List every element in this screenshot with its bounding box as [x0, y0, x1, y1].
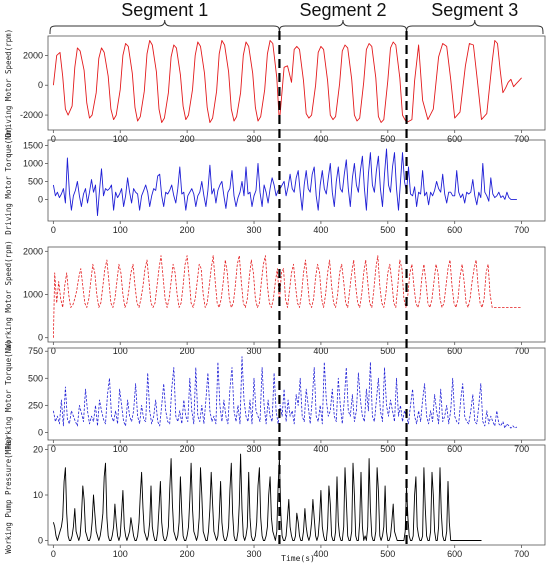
x-tick-label: 600: [447, 549, 462, 559]
x-tick-label: 0: [51, 549, 56, 559]
y-tick-label: 1500: [23, 140, 43, 150]
series-line: [53, 255, 522, 338]
x-tick-label: 100: [113, 346, 128, 356]
segment-label: Segment 3: [431, 0, 518, 20]
segment-bracket: [406, 19, 544, 35]
x-tick-label: 300: [247, 549, 262, 559]
segment-label: Segment 1: [121, 0, 208, 20]
x-tick-label: 600: [447, 346, 462, 356]
x-tick-label: 100: [113, 549, 128, 559]
y-tick-label: 250: [28, 400, 43, 410]
y-tick-label: 0: [38, 427, 43, 437]
x-tick-label: 600: [447, 134, 462, 144]
series-line: [52, 40, 522, 123]
x-tick-label: 300: [247, 444, 262, 454]
panel-frame: [47, 35, 546, 131]
y-axis-label: Working Motor Speed(rpm): [4, 240, 13, 348]
y-tick-label: 1000: [23, 158, 43, 168]
x-tick-label: 0: [51, 134, 56, 144]
segment-annotations: Segment 1 Segment 2 Segment 3: [49, 0, 544, 35]
y-tick-label: 20: [33, 445, 43, 455]
x-tick-label: 500: [380, 444, 395, 454]
x-tick-label: 0: [51, 225, 56, 235]
x-tick-label: 700: [514, 134, 529, 144]
x-tick-label: 400: [313, 549, 328, 559]
y-tick-label: -2000: [20, 110, 43, 120]
x-tick-label: 400: [313, 225, 328, 235]
x-tick-label: 700: [514, 549, 529, 559]
series-line: [52, 453, 482, 541]
panel-1: -2000 0 2000 0 100 200 300 400 500 600 700 Driving …: [4, 29, 546, 144]
x-tick-label: 600: [447, 225, 462, 235]
panel-3: 0 1000 2000 0 100 200 300 400 500 600 700 Working M…: [4, 240, 546, 356]
y-tick-label: 500: [28, 373, 43, 383]
panel-frame: [47, 139, 546, 222]
series-line: [52, 148, 517, 217]
y-tick-label: 2000: [23, 246, 43, 256]
y-tick-label: 0: [38, 194, 43, 204]
x-tick-label: 400: [313, 134, 328, 144]
x-tick-label: 200: [180, 444, 195, 454]
panel-frame: [47, 246, 546, 343]
panel-frame: [47, 347, 546, 441]
x-tick-label: 200: [180, 134, 195, 144]
y-tick-label: 0: [38, 333, 43, 343]
x-tick-label: 0: [51, 444, 56, 454]
x-tick-label: 500: [380, 134, 395, 144]
x-tick-label: 300: [247, 225, 262, 235]
x-tick-label: 0: [51, 346, 56, 356]
x-tick-label: 200: [180, 549, 195, 559]
x-tick-label: 100: [113, 225, 128, 235]
x-tick-label: 300: [247, 346, 262, 356]
y-tick-label: 0: [38, 535, 43, 545]
x-tick-label: 700: [514, 346, 529, 356]
x-tick-label: 500: [380, 225, 395, 235]
x-tick-label: 400: [313, 346, 328, 356]
y-tick-label: 500: [28, 176, 43, 186]
segment-label: Segment 2: [299, 0, 386, 20]
x-tick-label: 600: [447, 444, 462, 454]
x-tick-label: 500: [380, 346, 395, 356]
x-tick-label: 700: [514, 444, 529, 454]
y-axis-label: Driving Motor Speed(rpm): [4, 29, 13, 137]
y-tick-label: 2000: [23, 50, 43, 60]
x-tick-label: 700: [514, 225, 529, 235]
x-tick-label: 300: [247, 134, 262, 144]
x-tick-label: 500: [380, 549, 395, 559]
x-tick-label: 200: [180, 225, 195, 235]
y-axis-label: Driving Motor Torque(Nm): [4, 126, 13, 234]
segment-bracket: [278, 19, 408, 35]
segment-bracket: [49, 19, 280, 35]
y-tick-label: 10: [33, 490, 43, 500]
y-axis-label: Working Motor Torque(Nm): [4, 340, 13, 448]
series-line: [53, 356, 518, 429]
x-tick-label: 100: [113, 444, 128, 454]
y-tick-label: 1000: [23, 290, 43, 300]
segment-dividers: [278, 31, 408, 546]
y-tick-label: 0: [38, 80, 43, 90]
x-tick-label: 400: [313, 444, 328, 454]
x-tick-label: 100: [113, 134, 128, 144]
y-tick-label: 750: [28, 346, 43, 356]
x-axis-label: Time(s): [281, 554, 315, 563]
x-tick-label: 200: [180, 346, 195, 356]
y-axis-label: Working Pump Pressure(MPa): [4, 436, 13, 553]
